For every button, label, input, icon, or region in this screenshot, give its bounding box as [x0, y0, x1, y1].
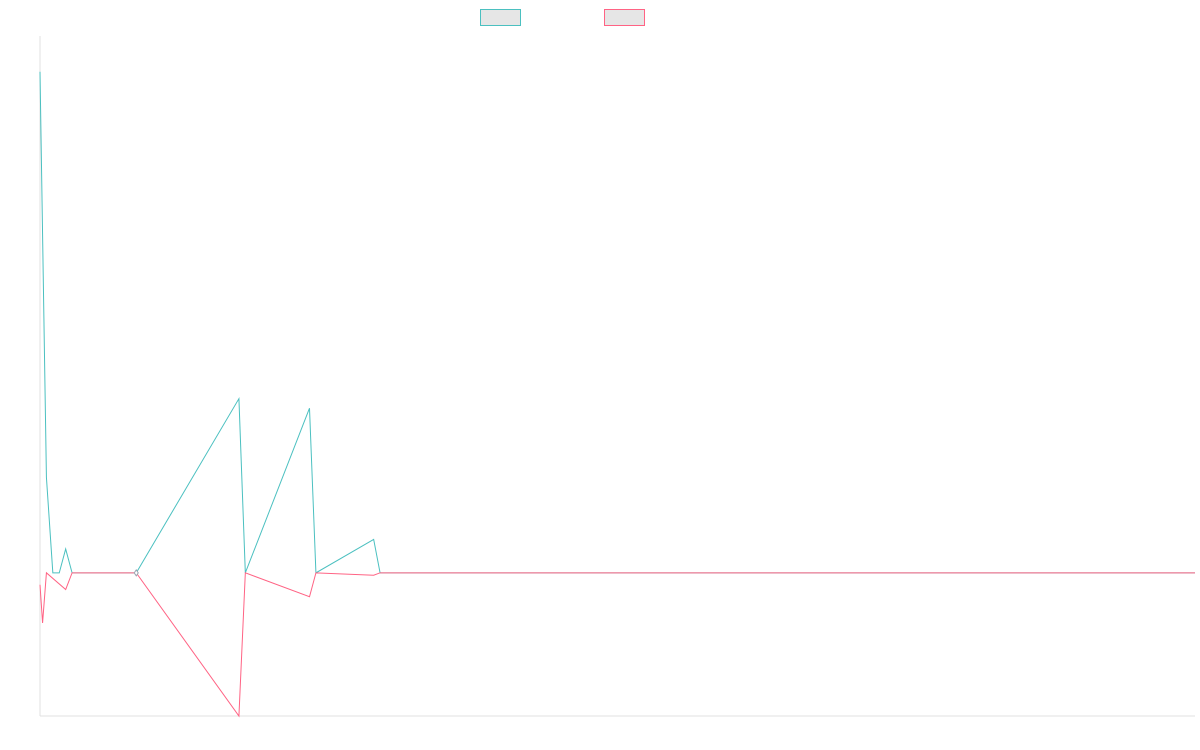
data-point-marker [133, 568, 139, 577]
series-layer [39, 71, 1195, 718]
legend-item-1[interactable] [480, 9, 521, 26]
axes [39, 36, 1195, 717]
series-line-2 [39, 571, 1195, 718]
legend [480, 9, 645, 26]
series-line-1 [39, 71, 1195, 574]
legend-item-2[interactable] [604, 9, 645, 26]
legend-swatch-1 [480, 9, 521, 26]
legend-swatch-2 [604, 9, 645, 26]
